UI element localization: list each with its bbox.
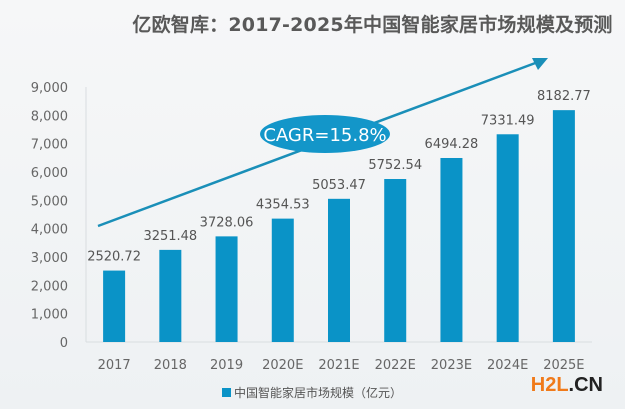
chart-title: 亿欧智库：2017-2025年中国智能家居市场规模及预测 — [132, 14, 613, 36]
watermark: H2L.CN — [531, 374, 603, 397]
trend-arrow: CAGR=15.8% — [97, 58, 548, 228]
data-labels: 2520.723251.483728.064354.535053.475752.… — [87, 89, 591, 264]
y-tick-label: 8,000 — [31, 109, 68, 124]
data-label: 5053.47 — [312, 178, 366, 193]
x-tick-label: 2022E — [375, 358, 416, 373]
y-tick-label: 3,000 — [31, 251, 68, 266]
bar-2025E — [552, 110, 575, 342]
y-tick-label: 6,000 — [31, 166, 68, 181]
y-tick-label: 2,000 — [31, 279, 68, 294]
cagr-label: CAGR=15.8% — [263, 125, 386, 146]
data-label: 3251.48 — [143, 229, 197, 244]
cagr-badge — [260, 115, 390, 153]
bar-2017 — [103, 270, 126, 342]
bar-2020E — [271, 218, 294, 342]
data-label: 2520.72 — [87, 250, 141, 265]
legend-swatch — [222, 388, 231, 397]
data-label: 8182.77 — [537, 89, 591, 104]
x-tick-label: 2025E — [543, 358, 584, 373]
y-axis: 0 1,000 2,000 3,000 4,000 5,000 6,000 7,000 8,00… — [31, 81, 68, 351]
watermark-cn: .CN — [568, 374, 603, 396]
y-tick-label: 4,000 — [31, 223, 68, 238]
y-tick-label: 7,000 — [31, 138, 68, 153]
arrow-head-icon — [532, 58, 548, 70]
data-label: 7331.49 — [481, 113, 535, 128]
bar-2023E — [440, 157, 463, 342]
data-label: 5752.54 — [368, 158, 422, 173]
x-tick-label: 2024E — [487, 358, 528, 373]
legend: 中国智能家居市场规模（亿元） — [222, 384, 402, 401]
x-tick-label: 2023E — [431, 358, 472, 373]
data-label: 3728.06 — [200, 215, 254, 230]
data-label: 6494.28 — [425, 137, 479, 152]
bars — [103, 110, 575, 342]
y-tick-label: 1,000 — [31, 308, 68, 323]
data-label: 4354.53 — [256, 198, 310, 213]
x-axis: 2017 2018 2019 2020E 2021E 2022E 2023E 2024E 202… — [98, 358, 585, 373]
x-tick-label: 2021E — [318, 358, 359, 373]
bar-2022E — [384, 179, 407, 342]
x-tick-label: 2018 — [154, 358, 187, 373]
y-tick-label: 0 — [60, 336, 68, 351]
bar-2024E — [496, 134, 519, 342]
y-tick-label: 5,000 — [31, 194, 68, 209]
bar-2019 — [215, 236, 238, 342]
bar-2018 — [159, 249, 182, 342]
y-tick-label: 9,000 — [31, 81, 68, 96]
x-tick-label: 2020E — [262, 358, 303, 373]
x-tick-label: 2017 — [98, 358, 131, 373]
legend-label: 中国智能家居市场规模（亿元） — [234, 386, 403, 400]
x-tick-label: 2019 — [210, 358, 243, 373]
watermark-h2l: H2L — [530, 374, 569, 396]
bar-2021E — [328, 198, 350, 342]
